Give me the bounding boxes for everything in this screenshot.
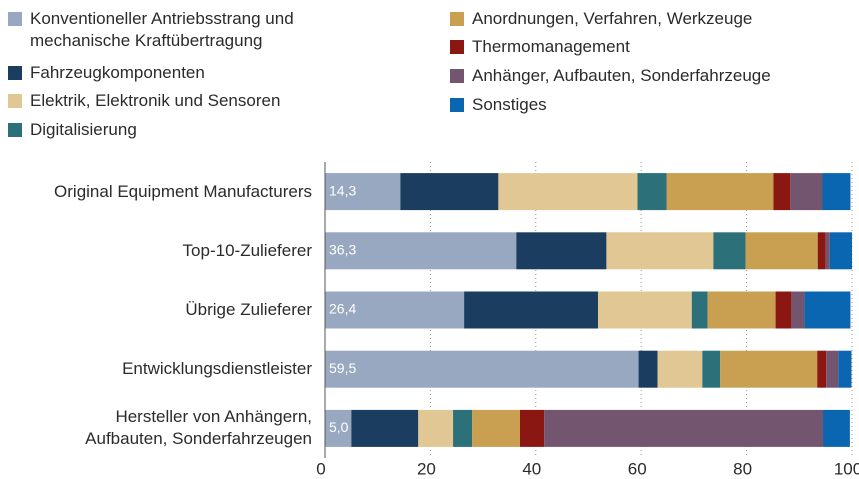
value-label: 36,3 <box>329 242 356 258</box>
value-label: 5,0 <box>329 419 349 435</box>
legend-swatch <box>8 94 22 108</box>
y-tick-label: Hersteller von Anhängern, Aufbauten, Son… <box>85 407 312 449</box>
bar-segment <box>666 173 774 211</box>
bar-segment <box>325 173 401 211</box>
bar-segment <box>516 232 607 270</box>
bar-segment <box>790 173 823 211</box>
bar-segment <box>453 409 473 447</box>
bar-segment <box>825 232 830 270</box>
bar-segment <box>606 232 714 270</box>
value-label: 59,5 <box>329 360 356 376</box>
bar-segment <box>702 350 721 388</box>
legend-label: Elektrik, Elektronik und Sensoren <box>30 91 281 110</box>
bar-segment <box>745 232 818 270</box>
bar-segment <box>325 291 465 329</box>
bar-segment <box>838 350 852 388</box>
bar-segment <box>829 232 852 270</box>
y-tick-label: Top-10-Zulieferer <box>182 240 312 260</box>
bar-segment <box>707 291 776 329</box>
bar-segment <box>544 409 824 447</box>
bar-segment <box>519 409 545 447</box>
legend-label: Digitalisierung <box>30 120 137 139</box>
y-tick-label: Entwicklungsdienstleister <box>122 359 312 379</box>
bar-segment <box>817 232 826 270</box>
bar-segment <box>773 173 791 211</box>
bar-segment <box>637 173 667 211</box>
x-tick-label: 60 <box>628 459 647 478</box>
bar-segment <box>713 232 746 270</box>
legend-swatch <box>8 12 22 26</box>
legend-label: Thermomanagement <box>472 37 630 56</box>
bar-segment <box>657 350 703 388</box>
bar-segment <box>691 291 708 329</box>
legend-swatch <box>8 123 22 137</box>
x-tick-label: 80 <box>733 459 752 478</box>
legend-label: Fahrzeugkomponenten <box>30 63 205 82</box>
bar-segment <box>325 409 352 447</box>
x-tick-label: 0 <box>316 459 325 478</box>
x-tick-label: 40 <box>522 459 541 478</box>
x-tick-label: 20 <box>417 459 436 478</box>
legend-label: Anhänger, Aufbauten, Sonderfahrzeuge <box>472 66 771 85</box>
bar-segment <box>720 350 818 388</box>
legend-swatch <box>450 69 464 83</box>
bar-segment <box>597 291 692 329</box>
bar-segment <box>775 291 792 329</box>
x-tick-label: 100 <box>834 459 859 478</box>
y-tick-label: Übrige Zulieferer <box>185 300 312 319</box>
bar-segment <box>400 173 499 211</box>
value-label: 14,3 <box>329 182 356 198</box>
legend-label: Anordnungen, Verfahren, Werkzeuge <box>472 9 753 28</box>
legend-label: Sonstiges <box>472 95 547 114</box>
bar-segment <box>464 291 598 329</box>
legend-label: Konventioneller Antriebsstrang und mecha… <box>30 9 294 50</box>
legend-swatch <box>8 66 22 80</box>
legend-swatch <box>450 98 464 112</box>
bar-segment <box>823 409 850 447</box>
bar-segment <box>325 350 639 388</box>
y-tick-label: Original Equipment Manufacturers <box>54 181 312 201</box>
bar-segment <box>791 291 805 329</box>
bar-segment <box>822 173 851 211</box>
bar-segment <box>826 350 839 388</box>
bar-segment <box>817 350 827 388</box>
bar-segment <box>804 291 851 329</box>
bar-segment <box>498 173 638 211</box>
bar-segment <box>351 409 419 447</box>
bar-segment <box>472 409 520 447</box>
bar-segment <box>638 350 658 388</box>
bar-segment <box>418 409 454 447</box>
legend-swatch <box>450 40 464 54</box>
legend-swatch <box>450 12 464 26</box>
bar-segment <box>325 232 517 270</box>
value-label: 26,4 <box>329 301 356 317</box>
